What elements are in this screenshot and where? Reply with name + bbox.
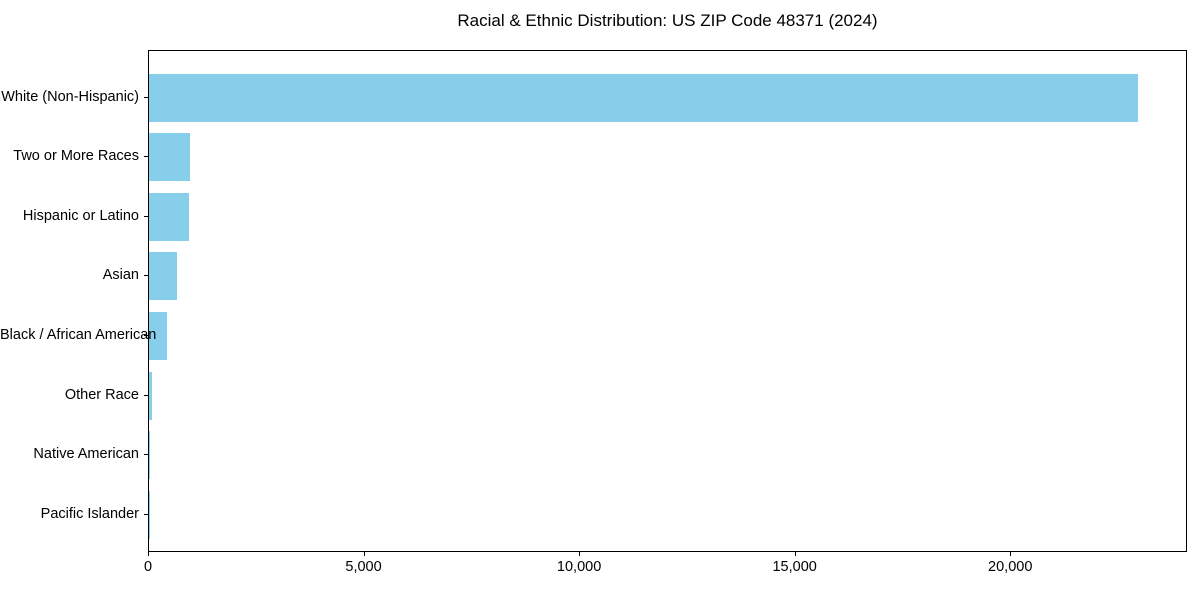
bar-white-non-hispanic xyxy=(149,73,1139,122)
y-tick-label: Native American xyxy=(33,446,139,463)
y-tick-label: Pacific Islander xyxy=(40,506,139,523)
x-tick-label: 15,000 xyxy=(772,559,817,575)
y-tick-mark xyxy=(144,96,148,98)
bar-two-or-more-races xyxy=(149,133,190,182)
bar-other-race xyxy=(149,371,152,420)
x-tick-mark xyxy=(794,552,796,556)
x-tick-mark xyxy=(148,552,149,556)
bar-native-american xyxy=(149,431,150,480)
x-tick-mark xyxy=(579,552,581,556)
y-tick-mark xyxy=(144,215,148,217)
x-tick-label: 0 xyxy=(143,559,153,575)
x-tick-label: 10,000 xyxy=(556,559,602,575)
chart-title: Racial & Ethnic Distribution: US ZIP Cod… xyxy=(457,11,878,30)
bar-black-african-american xyxy=(149,312,168,361)
y-tick-label: Hispanic or Latino xyxy=(22,207,139,224)
x-tick-mark xyxy=(1010,552,1012,556)
y-tick-mark xyxy=(144,156,148,158)
y-tick-mark xyxy=(144,275,148,277)
bar-asian xyxy=(149,252,178,301)
y-tick-label: Asian xyxy=(102,267,139,284)
y-tick-label: Other Race xyxy=(64,386,139,403)
x-tick-label: 20,000 xyxy=(988,559,1033,575)
x-tick-label: 5,000 xyxy=(345,559,382,575)
x-tick-mark xyxy=(363,552,365,556)
plot-area xyxy=(148,50,1187,552)
y-tick-label: Black / African American xyxy=(0,327,157,344)
y-tick-label: White (Non-Hispanic) xyxy=(1,88,139,105)
y-tick-label: Two or More Races xyxy=(13,148,139,165)
y-tick-mark xyxy=(144,514,148,516)
y-tick-mark xyxy=(144,394,148,396)
bar-hispanic-or-latino xyxy=(149,192,189,241)
y-tick-mark xyxy=(144,454,148,456)
y-tick-mark xyxy=(144,335,148,337)
